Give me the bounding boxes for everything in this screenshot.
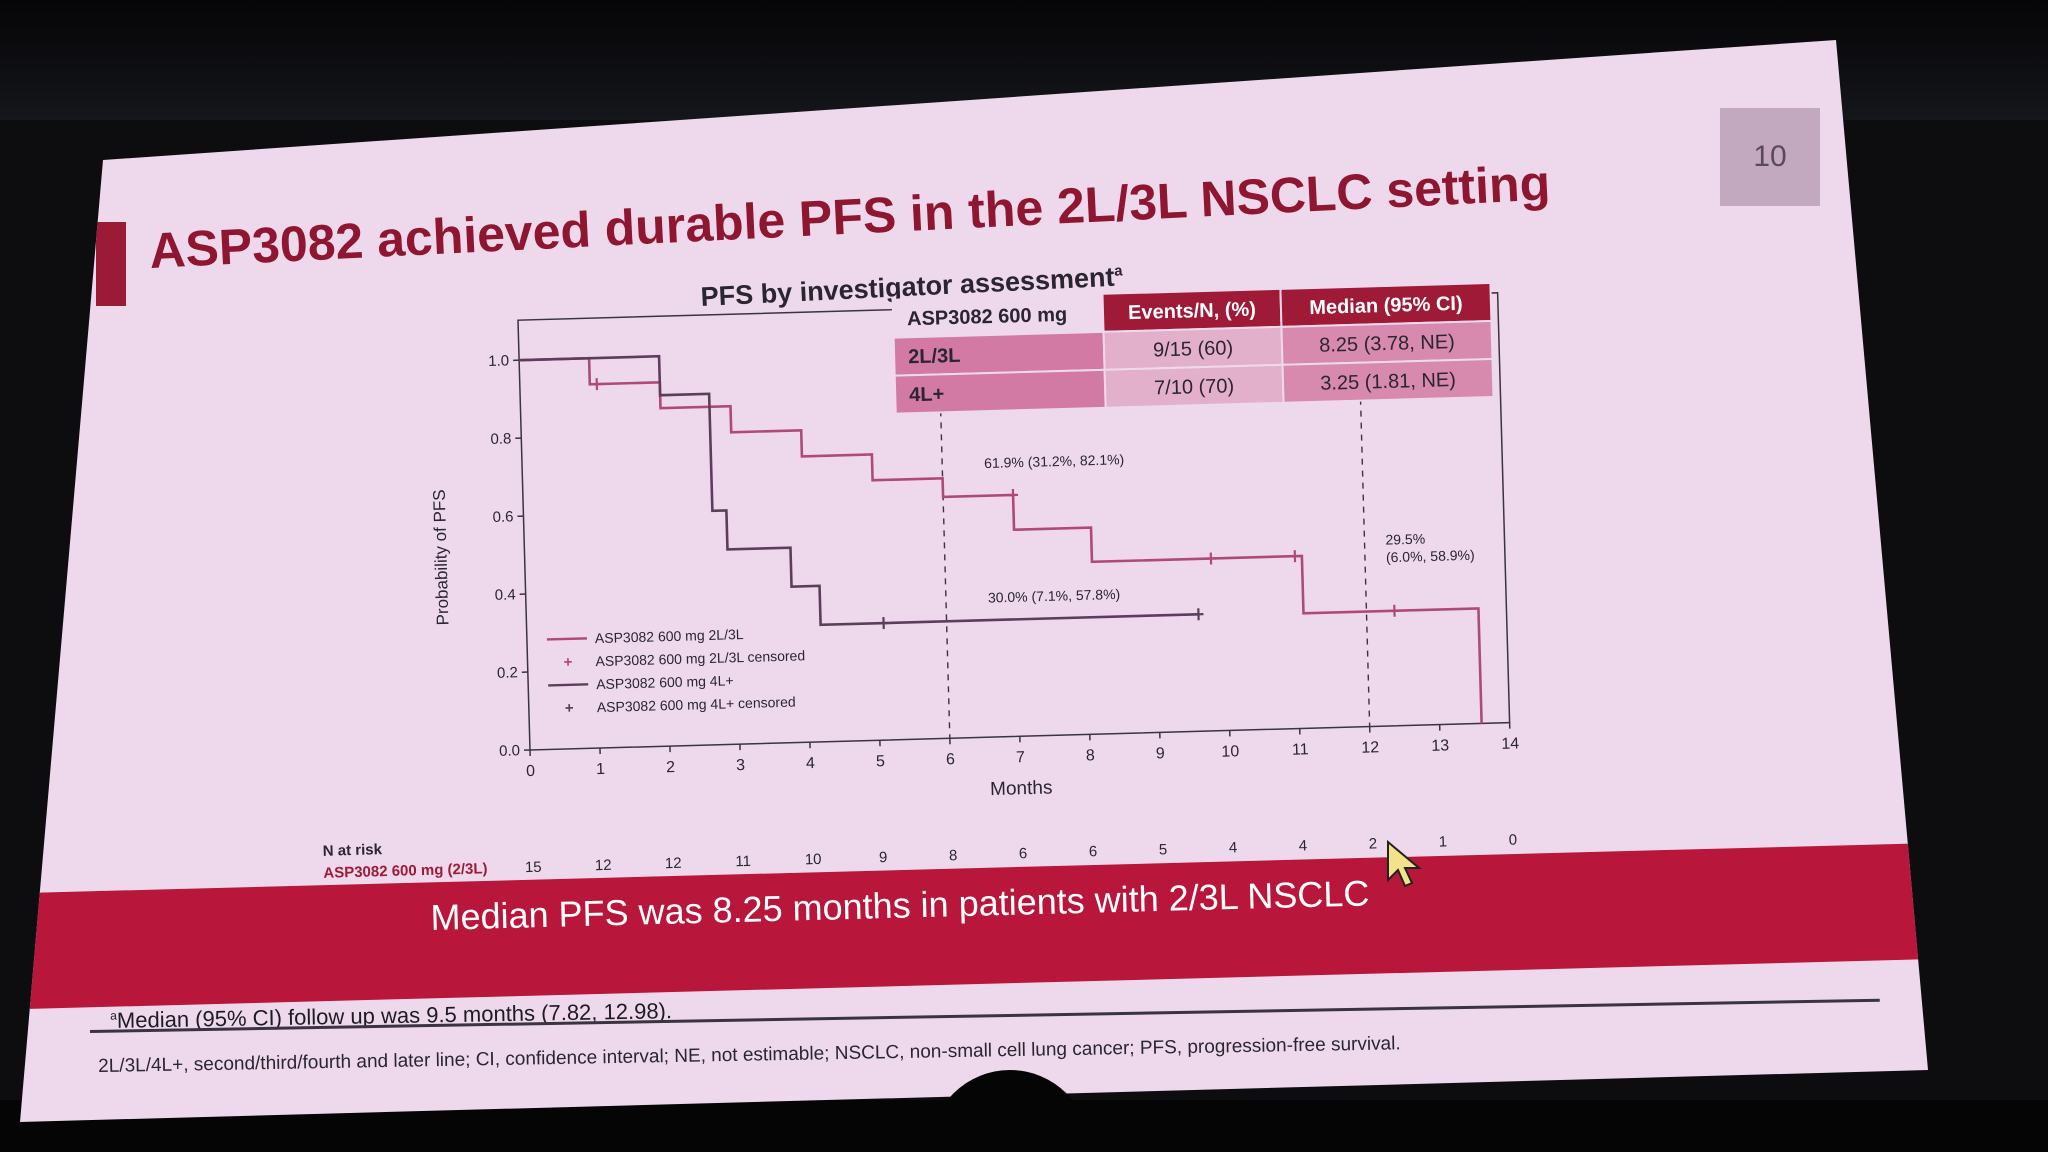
legend-line-swatch (548, 683, 589, 687)
y-axis-label: Probability of PFS (430, 489, 453, 626)
risk-table-value: 4 (1299, 837, 1308, 854)
x-tick-label: 3 (736, 757, 745, 774)
x-tick-label: 11 (1292, 741, 1309, 758)
table-cell-text: ASP3082 600 mg (907, 304, 1068, 330)
x-tick-label: 8 (1086, 747, 1095, 764)
risk-table-value: 6 (1019, 845, 1028, 862)
table-cell-text: 4L+ (909, 383, 945, 406)
series-line (519, 354, 1199, 627)
annotation-2l3l-12mo-ci: (6.0%, 58.9%) (1386, 547, 1475, 565)
annotation-2l3l-6mo: 61.9% (31.2%, 82.1%) (984, 451, 1124, 471)
legend-censor-swatch: + (565, 700, 574, 717)
annotation-2l3l-12mo: 29.5% (1385, 531, 1425, 548)
table-cell-text: 3.25 (1.81, NE) (1320, 369, 1456, 395)
x-tick-label: 6 (946, 751, 955, 768)
x-axis-label: Months (990, 777, 1053, 800)
x-tick-label: 2 (666, 759, 675, 776)
x-tick-label: 10 (1221, 743, 1239, 760)
table-cell-text: 7/10 (70) (1154, 375, 1235, 399)
annotation-4l-6mo: 30.0% (7.1%, 57.8%) (988, 586, 1121, 606)
table-cell-text: 8.25 (3.78, NE) (1319, 331, 1455, 357)
y-tick-label: 0.8 (490, 430, 511, 448)
table-cell-text: Events/N, (%) (1128, 299, 1256, 325)
y-tick-label: 1.0 (488, 352, 509, 370)
table-cell-text: 9/15 (60) (1153, 337, 1234, 361)
x-tick-label: 1 (596, 761, 605, 778)
x-tick-label: 5 (876, 753, 885, 770)
title-accent-bar (96, 222, 126, 306)
x-tick-label: 9 (1156, 745, 1165, 762)
mouse-pointer-icon (1387, 840, 1422, 888)
legend-entry: ASP3082 600 mg 4L+ censored (597, 694, 796, 716)
y-tick-label: 0.4 (495, 586, 516, 604)
risk-table-value: 12 (665, 855, 682, 872)
risk-table-value: 9 (879, 849, 888, 866)
table-cell (1281, 357, 1495, 404)
x-tick-label: 0 (526, 763, 535, 780)
y-tick-label: 0.2 (497, 664, 518, 682)
plot-group: 0.00.20.40.60.81.00 1 2 3 4 5 6 7 8 9 10 11 12 13 14Mo… (323, 281, 1519, 904)
risk-table-label: ASP3082 600 mg (2/3L) (323, 860, 488, 882)
slide-number: 10 (1720, 108, 1820, 206)
table-cell-text: Median (95% CI) (1309, 293, 1463, 319)
y-tick-label: 0.0 (499, 742, 520, 760)
x-tick-label: 7 (1016, 749, 1025, 766)
legend-censor-swatch: + (563, 654, 572, 671)
risk-table-value: 1 (1439, 833, 1448, 850)
y-tick-label: 0.6 (492, 508, 513, 526)
risk-table-value: 12 (595, 857, 612, 874)
legend-line-swatch (546, 637, 587, 641)
risk-table-value: 11 (735, 853, 751, 870)
risk-table-value: 0 (1508, 831, 1517, 848)
legend-entry: ASP3082 600 mg 4L+ (596, 672, 734, 692)
risk-table-value: 6 (1089, 843, 1098, 860)
x-tick-label: 13 (1431, 737, 1449, 754)
x-tick-label: 14 (1501, 735, 1519, 752)
table-cell-text: 2L/3L (908, 345, 961, 368)
x-tick-label: 12 (1361, 739, 1379, 756)
risk-table-value: 8 (949, 847, 958, 864)
risk-table-value: 15 (525, 859, 542, 876)
risk-table-value: 5 (1159, 841, 1168, 858)
risk-table-value: 2 (1369, 835, 1378, 852)
risk-table-value: 4 (1229, 839, 1238, 856)
x-tick-label: 4 (806, 755, 815, 772)
legend-entry: ASP3082 600 mg 2L/3L censored (595, 647, 805, 669)
legend-entry: ASP3082 600 mg 2L/3L (595, 626, 744, 646)
risk-table-value: 10 (805, 851, 822, 868)
risk-table-heading: N at risk (323, 841, 383, 860)
